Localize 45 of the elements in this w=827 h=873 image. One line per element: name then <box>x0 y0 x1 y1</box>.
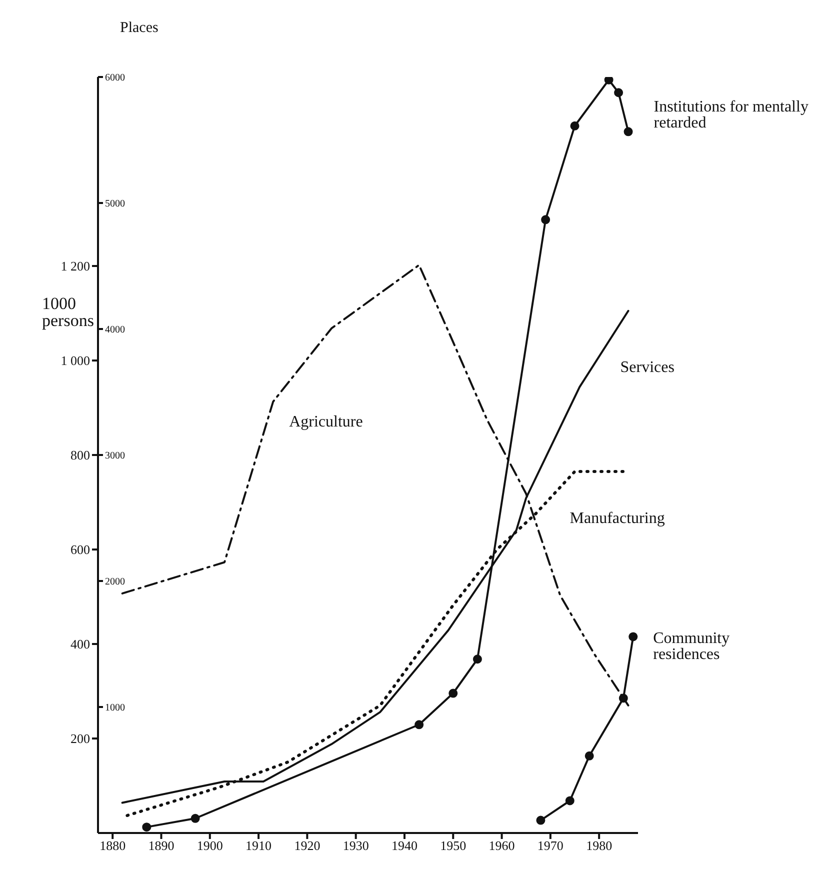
x-tick-label: 1970 <box>537 838 564 854</box>
x-tick-label: 1950 <box>440 838 466 854</box>
y-tick-label: 1 200 <box>60 258 90 274</box>
point <box>570 121 580 130</box>
x-tick-label: 1880 <box>100 838 126 854</box>
x-tick-label: 1930 <box>342 838 369 854</box>
y-axis-title: 1000 persons <box>42 294 94 330</box>
point <box>541 215 550 224</box>
y-tick-label: 600 <box>70 542 90 558</box>
y2-tick-label: 3000 <box>105 450 125 462</box>
point <box>190 814 200 823</box>
series-label: Agriculture <box>289 413 363 430</box>
y2-axis-title: Places <box>120 20 158 36</box>
point <box>604 77 614 84</box>
point <box>628 632 638 642</box>
x-tick-label: 1940 <box>391 838 418 854</box>
x-tick-label: 1900 <box>196 838 223 854</box>
point <box>618 694 628 703</box>
x-tick-label: 1890 <box>148 838 174 854</box>
y-tick-label: 1 000 <box>60 353 90 368</box>
point <box>472 654 482 664</box>
y2-tick-label: 4000 <box>105 324 125 336</box>
point <box>614 88 624 98</box>
point <box>448 688 458 698</box>
x-tick-label: 1960 <box>488 838 515 854</box>
x-tick-label: 1910 <box>246 838 272 854</box>
y-tick-label: 400 <box>70 636 90 652</box>
y2-tick-label: 1000 <box>105 702 125 714</box>
y-tick-label: 200 <box>70 731 90 746</box>
point <box>142 822 152 832</box>
series-label: Community residences <box>653 630 730 664</box>
y2-tick-label: 6000 <box>105 72 125 84</box>
series-label: Services <box>620 359 674 376</box>
series-label: Institutions for mentally retarded <box>654 98 808 132</box>
point <box>624 127 633 136</box>
x-tick-label: 1920 <box>294 838 320 854</box>
y2-tick-label: 5000 <box>105 198 125 210</box>
point <box>565 796 574 806</box>
y2-tick-label: 2000 <box>105 576 125 588</box>
x-tick-label: 1980 <box>586 838 612 854</box>
point <box>584 751 594 760</box>
point <box>414 720 424 730</box>
series-label: Manufacturing <box>570 510 665 527</box>
point <box>536 816 546 825</box>
y-tick-label: 800 <box>70 448 90 463</box>
